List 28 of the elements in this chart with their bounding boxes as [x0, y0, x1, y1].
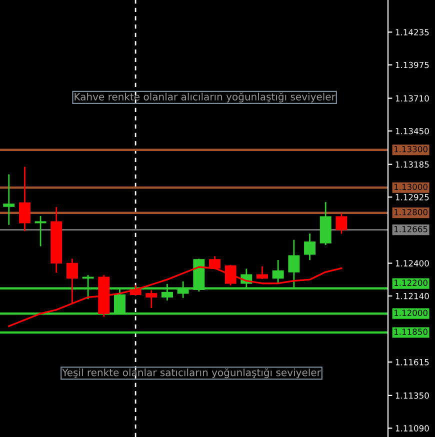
ref-line-label: 1.12200: [394, 280, 428, 286]
candlestick: [146, 290, 158, 308]
y-tick-label: 1.12925: [396, 194, 429, 200]
candlestick: [336, 213, 348, 234]
candlestick: [304, 234, 316, 260]
y-tick-label: 1.11615: [396, 359, 429, 366]
y-tick-label: 1.11090: [396, 425, 429, 432]
candlestick: [272, 260, 284, 284]
candlestick: [18, 166, 30, 232]
ref-line-label: 1.12000: [394, 310, 428, 316]
y-tick-label: 1.11350: [396, 392, 429, 399]
y-tick-label: 1.13450: [396, 128, 429, 134]
y-tick-label: 1.13975: [396, 62, 429, 68]
annotation: Kahve renkte olanlar alıcıların yoğunlaştığı seviyeler: [74, 92, 336, 102]
y-tick-label: 1.12140: [396, 292, 429, 300]
candlestick: [256, 266, 268, 280]
candlestick: [34, 216, 46, 246]
ref-line-label: 1.13000: [394, 184, 428, 190]
y-tick-label: 1.13185: [396, 161, 429, 168]
y-tick-label: 1.13710: [396, 95, 429, 102]
ref-line-label: 1.12665: [394, 226, 428, 232]
candlestick: [3, 174, 15, 225]
y-tick-label: 1.12400: [396, 260, 429, 266]
ref-line-label: 1.13300: [394, 146, 428, 152]
ref-line-label: 1.12800: [394, 208, 428, 216]
y-tick-label: 1.14235: [396, 29, 429, 36]
ref-line-label: 1.11850: [394, 328, 428, 335]
annotation: Yeşil renkte olanlar satıcıların yoğunlaştığı seviyeler: [62, 368, 321, 378]
